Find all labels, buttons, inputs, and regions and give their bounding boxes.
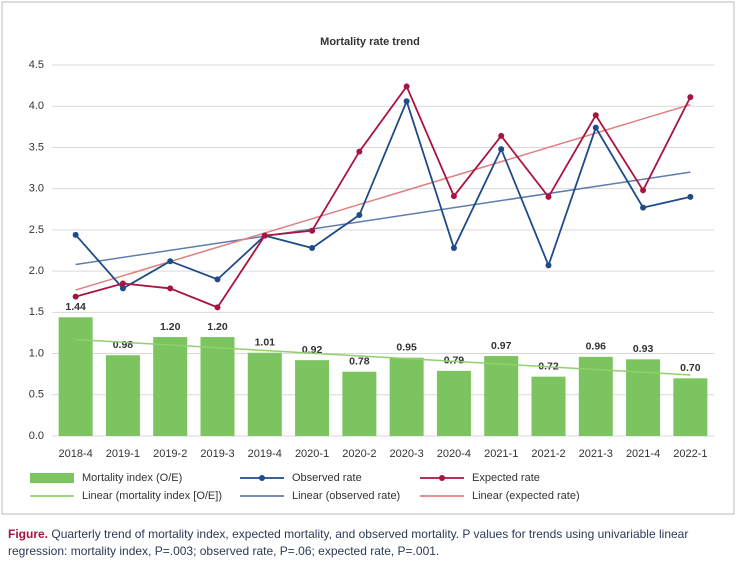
point: [592, 124, 599, 131]
value-label: 0.96: [586, 341, 607, 353]
chart-border: [1, 1, 735, 515]
y-tick-label: 4.0: [29, 100, 44, 112]
y-tick-label: 0.0: [29, 430, 44, 442]
point: [309, 227, 316, 234]
bar: [342, 371, 377, 436]
point: [403, 98, 410, 105]
value-label: 1.44: [65, 301, 86, 313]
x-tick-label: 2021-3: [579, 448, 613, 460]
x-tick-label: 2021-2: [531, 448, 565, 460]
y-tick-label: 3.0: [29, 183, 44, 195]
bar: [58, 317, 93, 436]
bar: [153, 337, 188, 436]
legend-label: Linear (observed rate): [292, 490, 400, 502]
x-tick-label: 2019-4: [248, 448, 282, 460]
value-label: 1.01: [255, 337, 276, 349]
point: [167, 258, 174, 265]
trend-line: [75, 103, 691, 291]
trend-line: [75, 171, 691, 266]
y-tick-label: 1.5: [29, 306, 44, 318]
x-tick-label: 2020-4: [437, 448, 471, 460]
point: [450, 245, 457, 252]
bar: [200, 337, 235, 436]
value-label: 0.98: [113, 339, 134, 351]
legend-swatch: [30, 473, 74, 483]
bar: [247, 352, 282, 436]
legend-label: Expected rate: [472, 472, 540, 484]
y-tick-label: 2.0: [29, 265, 44, 277]
point: [640, 204, 647, 211]
point: [356, 212, 363, 219]
point: [545, 193, 552, 200]
value-label: 0.97: [491, 340, 512, 352]
point: [119, 285, 126, 292]
point: [687, 94, 694, 101]
caption-text: Quarterly trend of mortality index, expe…: [8, 527, 689, 558]
y-tick-label: 2.5: [29, 224, 44, 236]
point: [72, 293, 79, 300]
point: [167, 285, 174, 292]
x-tick-label: 2018-4: [59, 448, 93, 460]
value-label: 0.78: [349, 355, 370, 367]
value-label: 1.20: [160, 321, 181, 333]
x-tick-label: 2019-2: [153, 448, 187, 460]
x-tick-label: 2022-1: [673, 448, 707, 460]
point: [450, 193, 457, 200]
point: [72, 231, 79, 238]
point: [545, 262, 552, 269]
point: [592, 112, 599, 119]
caption: Figure. Quarterly trend of mortality ind…: [8, 526, 730, 560]
point: [119, 280, 126, 287]
point: [498, 146, 505, 153]
line: [74, 98, 691, 290]
point: [214, 304, 221, 311]
point: [309, 245, 316, 252]
legend-label: Linear (mortality index [O/E]): [82, 490, 222, 502]
x-tick-label: 2021-4: [626, 448, 660, 460]
bar: [389, 357, 424, 436]
y-tick-label: 4.5: [29, 59, 44, 71]
legend-label: Observed rate: [292, 472, 362, 484]
value-label: 0.95: [396, 341, 417, 353]
point: [214, 276, 221, 283]
legend-label: Linear (expected rate): [472, 490, 580, 502]
point: [356, 148, 363, 155]
value-label: 0.70: [680, 362, 701, 374]
x-tick-label: 2019-1: [106, 448, 140, 460]
trend-line: [75, 338, 691, 376]
chart: Mortality rate trend 0.0 0.5 1.0 1.5 2.0 2.5 3…: [1, 1, 735, 515]
bar: [531, 376, 566, 436]
y-tick-label: 1.0: [29, 347, 44, 359]
y-tick-label: 3.5: [29, 141, 44, 153]
bar: [105, 355, 140, 436]
x-tick-label: 2020-1: [295, 448, 329, 460]
legend-label: Mortality index (O/E): [82, 472, 182, 484]
x-tick-label: 2019-3: [200, 448, 234, 460]
point: [687, 193, 694, 200]
chart-title: Mortality rate trend: [320, 36, 420, 48]
x-tick-label: 2021-1: [484, 448, 518, 460]
bar: [436, 370, 471, 436]
y-tick-label: 0.5: [29, 389, 44, 401]
point: [403, 83, 410, 90]
caption-label: Figure.: [8, 527, 49, 541]
legend-marker: [259, 475, 265, 481]
bar: [673, 378, 708, 436]
x-tick-label: 2020-2: [342, 448, 376, 460]
value-label: 1.20: [207, 321, 228, 333]
line: [75, 84, 692, 309]
bar: [484, 356, 519, 436]
point: [261, 232, 268, 239]
point: [640, 187, 647, 194]
legend-marker: [439, 475, 445, 481]
point: [498, 132, 505, 139]
bar: [295, 360, 330, 436]
value-label: 0.93: [633, 343, 654, 355]
x-tick-label: 2020-3: [390, 448, 424, 460]
